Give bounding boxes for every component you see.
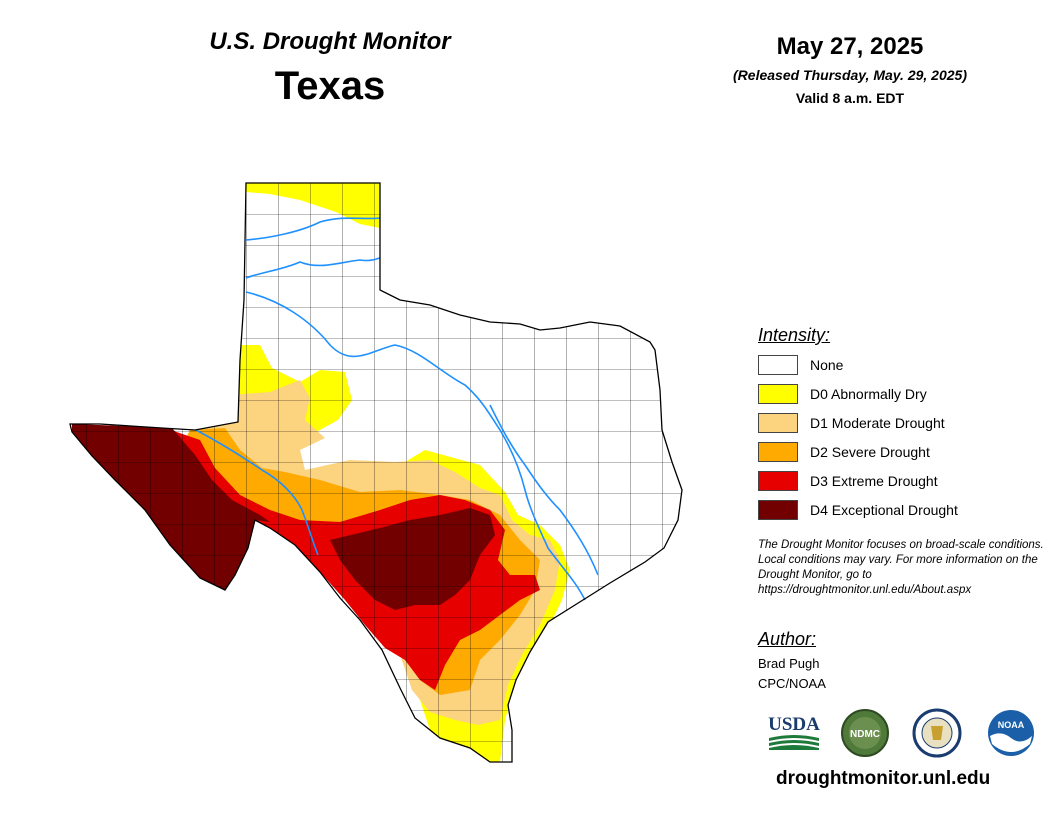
legend-label: D4 Exceptional Drought bbox=[810, 502, 958, 518]
legend-swatch bbox=[758, 355, 798, 375]
legend-item-d4: D4 Exceptional Drought bbox=[758, 499, 958, 521]
rivers bbox=[195, 217, 599, 601]
ndmc-logo-text: NDMC bbox=[850, 729, 880, 740]
trinity-river bbox=[489, 404, 599, 576]
usda-logo: USDA bbox=[768, 714, 820, 750]
legend-label: D0 Abnormally Dry bbox=[810, 386, 927, 402]
disclaimer-text: The Drought Monitor focuses on broad-sca… bbox=[758, 539, 1044, 596]
author-org: CPC/NOAA bbox=[758, 676, 826, 691]
legend-swatch bbox=[758, 384, 798, 404]
texas-outline bbox=[69, 182, 683, 763]
legend-title: Intensity: bbox=[758, 325, 831, 345]
legend-label: D1 Moderate Drought bbox=[810, 415, 945, 431]
legend-item-d1: D1 Moderate Drought bbox=[758, 412, 945, 434]
legend-swatch bbox=[758, 500, 798, 520]
state-title: Texas bbox=[274, 64, 386, 108]
website-url[interactable]: droughtmonitor.unl.edu bbox=[776, 768, 991, 789]
ndmc-logo: NDMC bbox=[841, 709, 889, 757]
monitor-name: U.S. Drought Monitor bbox=[209, 28, 451, 55]
legend-swatch bbox=[758, 442, 798, 462]
legend-swatch bbox=[758, 413, 798, 433]
legend-label: D2 Severe Drought bbox=[810, 444, 930, 460]
release-date: (Released Thursday, May. 29, 2025) bbox=[733, 67, 967, 83]
legend-item-d3: D3 Extreme Drought bbox=[758, 470, 938, 492]
legend-label: D3 Extreme Drought bbox=[810, 473, 938, 489]
valid-time: Valid 8 a.m. EDT bbox=[795, 90, 905, 106]
commerce-seal-logo bbox=[912, 708, 962, 758]
author-name: Brad Pugh bbox=[758, 656, 820, 671]
legend-label: None bbox=[810, 357, 844, 373]
noaa-logo: NOAA bbox=[988, 710, 1034, 756]
canadian-river bbox=[245, 217, 381, 241]
legend-item-d2: D2 Severe Drought bbox=[758, 441, 930, 463]
red-river bbox=[245, 257, 381, 279]
legend-swatch bbox=[758, 471, 798, 491]
author-heading: Author: bbox=[758, 629, 817, 649]
texas-drought-map bbox=[69, 182, 683, 763]
usda-logo-text: USDA bbox=[768, 714, 820, 735]
legend-item-none: None bbox=[758, 354, 843, 376]
legend-item-d0: D0 Abnormally Dry bbox=[758, 383, 927, 405]
noaa-logo-text: NOAA bbox=[998, 720, 1025, 730]
brazos-river bbox=[245, 291, 586, 601]
map-date: May 27, 2025 bbox=[776, 33, 924, 60]
rio-grande-river bbox=[195, 429, 319, 556]
